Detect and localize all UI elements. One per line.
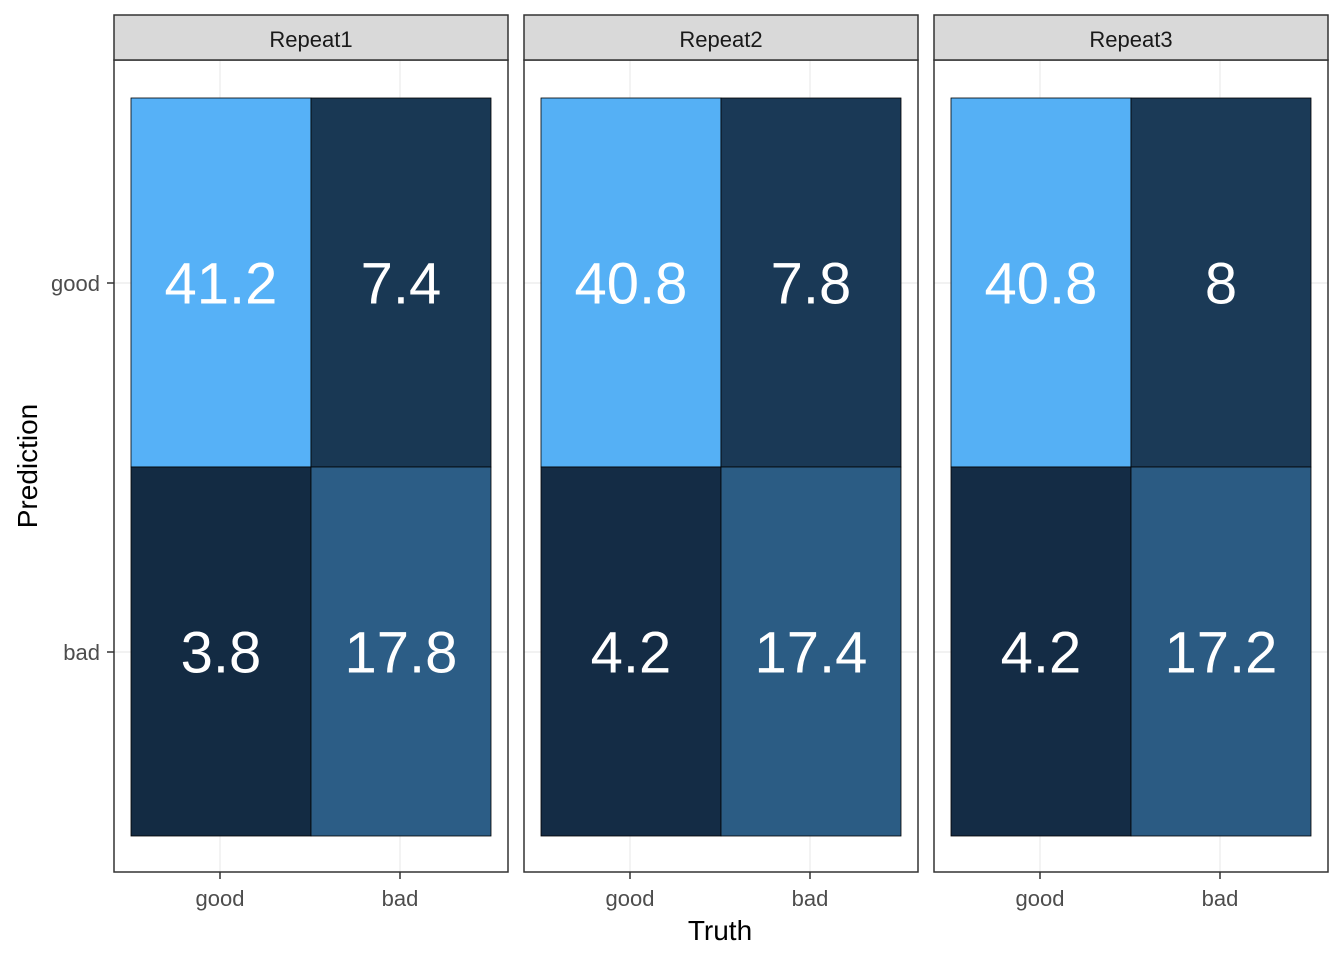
facet-strip-label: Repeat1 bbox=[269, 27, 352, 52]
heatmap-cell-good-good bbox=[130, 97, 312, 468]
cell-value-label: 41.2 bbox=[165, 252, 278, 317]
cell-value-label: 8 bbox=[1205, 252, 1237, 317]
cell-value-label: 40.8 bbox=[575, 252, 688, 317]
cell-value-label: 40.8 bbox=[985, 252, 1098, 317]
x-axis-title: Truth bbox=[688, 915, 752, 946]
y-tick-label-bad: bad bbox=[63, 640, 100, 665]
cell-value-label: 7.4 bbox=[361, 252, 442, 317]
cell-value-label: 3.8 bbox=[181, 621, 262, 686]
heatmap-cell-bad-good bbox=[130, 466, 312, 837]
cell-value-label: 17.4 bbox=[755, 621, 868, 686]
y-tick-label-good: good bbox=[51, 271, 100, 296]
heatmap-cell-good-bad bbox=[310, 97, 492, 468]
cell-value-label: 17.8 bbox=[345, 621, 458, 686]
y-axis: good bad bbox=[51, 271, 114, 665]
facet-strip bbox=[933, 14, 1329, 61]
facet-strip bbox=[113, 14, 509, 61]
x-tick-label-bad: bad bbox=[1202, 886, 1239, 911]
x-tick-label-good: good bbox=[1016, 886, 1065, 911]
facet-strip-label: Repeat3 bbox=[1089, 27, 1172, 52]
facet-panel-2: 40.8 7.8 4.2 17.4 Repeat2 good bad bbox=[523, 14, 919, 911]
cell-value-label: 4.2 bbox=[1001, 621, 1082, 686]
heatmap-cell-good-good bbox=[950, 97, 1132, 468]
heatmap-cell-bad-bad bbox=[720, 466, 902, 837]
cell-value-label: 17.2 bbox=[1165, 621, 1278, 686]
facet-panel-1: 41.2 7.4 3.8 17.8 Repeat1 good bad bbox=[113, 14, 509, 911]
heatmap-cell-bad-good bbox=[540, 466, 722, 837]
heatmap-cell-good-good bbox=[540, 97, 722, 468]
x-tick-label-good: good bbox=[196, 886, 245, 911]
facets-layer: 41.2 7.4 3.8 17.8 Repeat1 good bad 40.8 7.8 4.2 17… bbox=[113, 14, 1329, 911]
heatmap-cell-bad-bad bbox=[310, 466, 492, 837]
heatmap-cell-bad-bad bbox=[1130, 466, 1312, 837]
x-tick-label-bad: bad bbox=[382, 886, 419, 911]
heatmap-cell-good-bad bbox=[1130, 97, 1312, 468]
heatmap-cell-bad-good bbox=[950, 466, 1132, 837]
facet-strip-label: Repeat2 bbox=[679, 27, 762, 52]
x-tick-label-bad: bad bbox=[792, 886, 829, 911]
cell-value-label: 7.8 bbox=[771, 252, 852, 317]
facet-panel-3: 40.8 8 4.2 17.2 Repeat3 good bad bbox=[933, 14, 1329, 911]
facet-strip bbox=[523, 14, 919, 61]
y-axis-title: Prediction bbox=[12, 404, 43, 529]
x-tick-label-good: good bbox=[606, 886, 655, 911]
cell-value-label: 4.2 bbox=[591, 621, 672, 686]
